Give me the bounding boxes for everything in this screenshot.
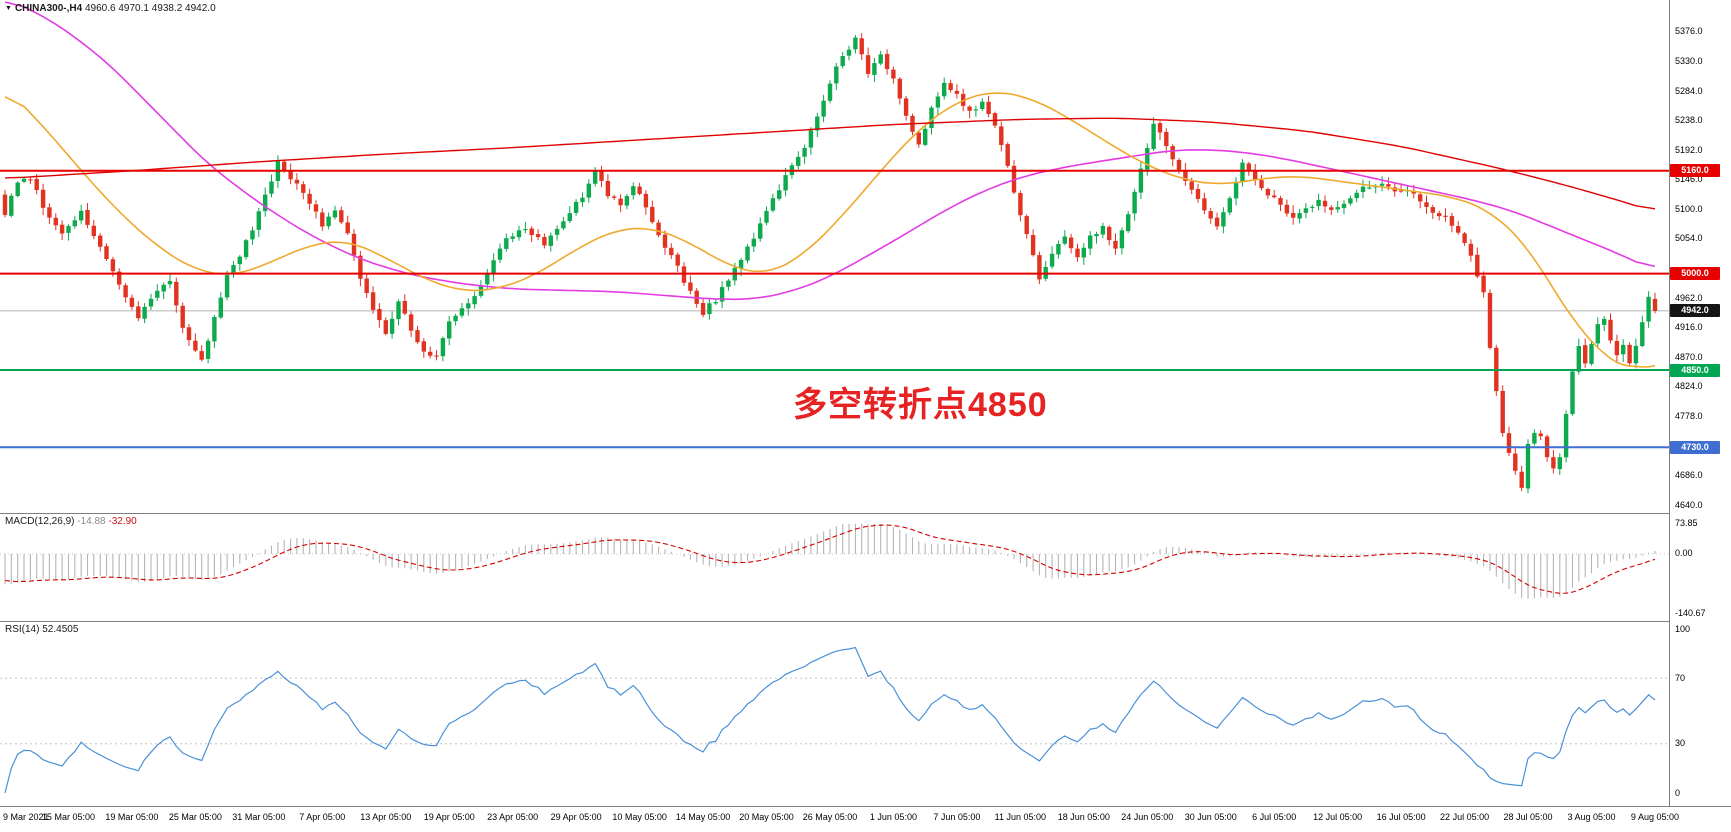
time-axis-label: 13 Apr 05:00 (360, 812, 412, 822)
level-badge-4730.0: 4730.0 (1670, 440, 1720, 454)
time-axis-label: 25 Mar 05:00 (168, 812, 222, 822)
time-axis[interactable]: 9 Mar 2021 15 Mar 05:00 19 Mar 05:00 25 Mar… (0, 807, 1731, 832)
time-axis-label: 6 Jul 05:00 (1252, 812, 1297, 822)
time-axis-label: 28 Jul 05:00 (1503, 812, 1553, 822)
price-tick-label: 5100.0 (1675, 203, 1703, 214)
time-axis-label: 29 Apr 05:00 (550, 812, 602, 822)
macd-scale-label: 0.00 (1675, 548, 1693, 559)
price-tick-label: 4916.0 (1675, 322, 1703, 333)
price-tick-label: 4778.0 (1675, 410, 1703, 421)
rsi-value: 52.4505 (42, 624, 79, 635)
macd-signal-value: -32.90 (108, 516, 137, 527)
panel-separator[interactable] (0, 621, 1731, 622)
time-axis-label: 11 Jun 05:00 (994, 812, 1047, 822)
price-tick-label: 5192.0 (1675, 144, 1703, 155)
panel-separator[interactable] (0, 513, 1731, 514)
price-tick-label: 4824.0 (1675, 381, 1703, 392)
macd-indicator-panel[interactable] (0, 513, 1669, 621)
time-axis-label: 24 Jun 05:00 (1121, 812, 1174, 822)
time-axis-label: 3 Aug 05:00 (1567, 812, 1616, 822)
macd-scale-label: -140.67 (1675, 607, 1706, 618)
macd-scale-label: 73.85 (1675, 517, 1698, 528)
rsi-indicator-panel[interactable] (0, 621, 1669, 806)
time-axis-label: 31 Mar 05:00 (232, 812, 286, 822)
time-axis-label: 7 Apr 05:00 (299, 812, 346, 822)
symbol-title: CHINA300-,H4 (14, 3, 83, 14)
price-tick-label: 5238.0 (1675, 115, 1703, 126)
time-axis-label: 7 Jun 05:00 (933, 812, 981, 822)
rsi-scale-label: 70 (1675, 672, 1686, 683)
time-axis-label: 14 May 05:00 (675, 812, 731, 822)
time-axis-label: 16 Jul 05:00 (1376, 812, 1426, 822)
chart-annotation-text: 多空转折点4850 (793, 386, 1048, 424)
rsi-name: RSI(14) (5, 624, 40, 635)
price-tick-label: 4962.0 (1675, 292, 1703, 303)
level-badge-5160.0: 5160.0 (1670, 164, 1720, 178)
level-badge-4850.0: 4850.0 (1670, 363, 1720, 377)
time-axis-label: 1 Jun 05:00 (869, 812, 917, 822)
time-axis-label: 19 Apr 05:00 (423, 812, 475, 822)
time-axis-label: 19 Mar 05:00 (105, 812, 159, 822)
time-axis-label: 10 May 05:00 (612, 812, 667, 822)
macd-label: MACD(12,26,9) -14.88 -32.90 (5, 516, 137, 527)
time-axis-label: 22 Jul 05:00 (1440, 812, 1490, 822)
macd-main-value: -14.88 (77, 516, 106, 527)
time-axis-label: 18 Jun 05:00 (1057, 812, 1110, 822)
time-axis-label: 20 May 05:00 (739, 812, 794, 822)
time-axis-label: 12 Jul 05:00 (1313, 812, 1363, 822)
symbol-info: ▼ CHINA300-,H4 4960.6 4970.1 4938.2 4942.… (5, 3, 216, 14)
current-price-badge: 4942.0 (1670, 304, 1720, 318)
rsi-scale-label: 100 (1675, 623, 1691, 634)
time-axis-label: 30 Jun 05:00 (1184, 812, 1237, 822)
time-axis-label: 9 Aug 05:00 (1630, 812, 1679, 822)
chart-marker-icon[interactable]: ▼ (5, 5, 12, 12)
price-tick-label: 5146.0 (1675, 174, 1703, 185)
price-tick-label: 4870.0 (1675, 351, 1703, 362)
time-axis-label: 26 May 05:00 (802, 812, 858, 822)
time-axis-label: 15 Mar 05:00 (41, 812, 95, 822)
symbol-ohlc-readout: 4960.6 4970.1 4938.2 4942.0 (84, 3, 216, 14)
main-price-chart[interactable] (0, 0, 1669, 513)
price-tick-label: 5376.0 (1675, 26, 1703, 37)
price-tick-label: 5054.0 (1675, 233, 1703, 244)
price-tick-label: 4640.0 (1675, 499, 1703, 510)
rsi-label: RSI(14) 52.4505 (5, 624, 78, 635)
time-axis-label: 23 Apr 05:00 (487, 812, 539, 822)
macd-name: MACD(12,26,9) (5, 516, 75, 527)
price-scale-separator (1669, 0, 1670, 806)
rsi-scale-label: 30 (1675, 738, 1686, 749)
price-tick-label: 4686.0 (1675, 469, 1703, 480)
price-tick-label: 5284.0 (1675, 85, 1703, 96)
panel-separator (0, 806, 1731, 807)
price-tick-label: 5330.0 (1675, 55, 1703, 66)
rsi-scale-label: 0 (1675, 787, 1681, 798)
level-badge-5000.0: 5000.0 (1670, 267, 1720, 281)
price-scale[interactable]: 5376.0 5330.0 5284.0 5238.0 5192.0 5146.0 5100… (1670, 0, 1731, 806)
time-axis-label: 9 Mar 2021 (3, 812, 49, 822)
